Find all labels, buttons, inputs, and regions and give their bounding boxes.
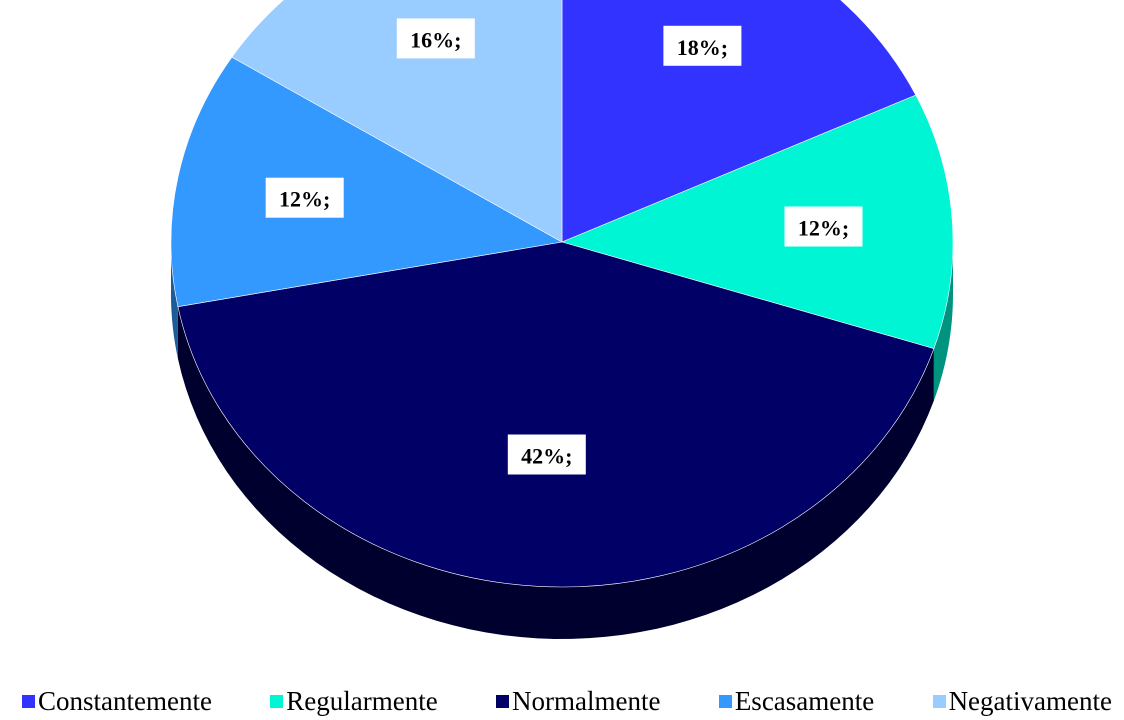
data-label-text: 18%; — [677, 35, 728, 60]
data-label-box — [396, 18, 475, 59]
data-label-regularmente: 12%; — [784, 206, 863, 247]
data-label-box — [507, 434, 586, 475]
data-label-box — [265, 177, 344, 218]
legend-item-regularmente: Regularmente — [270, 685, 438, 717]
pie-slice-regularmente — [561, 94, 954, 349]
data-label-text: 12%; — [798, 216, 849, 241]
legend-label: Regularmente — [286, 685, 438, 716]
legend-label: Normalmente — [512, 685, 661, 716]
legend-swatch — [718, 694, 732, 708]
data-label-box — [784, 206, 863, 247]
pie-slice-negativamente — [231, 0, 563, 243]
pie-data-labels: 18%; 12%; 42%; 12%; 16%; — [265, 18, 863, 475]
data-label-text: 42%; — [521, 444, 572, 469]
pie-slice-normalmente — [177, 241, 935, 588]
legend-swatch — [932, 694, 946, 708]
legend-item-negativamente: Negativamente — [932, 685, 1112, 717]
legend-swatch — [270, 694, 284, 708]
pie-depth — [171, 242, 953, 639]
pie-chart-plot: 18%; 12%; 42%; 12%; 16%; — [170, 0, 954, 639]
legend-item-constantemente: Constantemente — [22, 686, 212, 717]
legend-label: Constantemente — [38, 685, 212, 716]
data-label-text: 16%; — [410, 27, 461, 52]
legend: Constantemente Regularmente Normalmente Esc… — [0, 682, 1124, 720]
legend-item-normalmente: Normalmente — [496, 685, 661, 717]
pie-top — [170, 0, 954, 588]
data-label-constantemente: 18%; — [663, 25, 742, 66]
data-label-text: 12%; — [279, 187, 330, 212]
legend-swatch — [496, 694, 510, 708]
pie-slice-escasamente — [170, 56, 563, 307]
data-label-box — [663, 25, 742, 66]
pie-side-normalmente — [177, 306, 934, 639]
legend-swatch — [22, 694, 35, 708]
data-label-escasamente: 12%; — [265, 177, 344, 218]
legend-label: Escasamente — [734, 685, 875, 716]
pie-side-regularmente — [933, 242, 953, 401]
data-label-negativamente: 16%; — [396, 18, 475, 59]
legend-item-escasamente: Escasamente — [718, 685, 875, 717]
data-label-normalmente: 42%; — [507, 434, 586, 475]
pie-slice-constantemente — [561, 0, 917, 243]
pie-side-escasamente — [171, 242, 178, 359]
legend-label: Negativamente — [948, 685, 1112, 716]
